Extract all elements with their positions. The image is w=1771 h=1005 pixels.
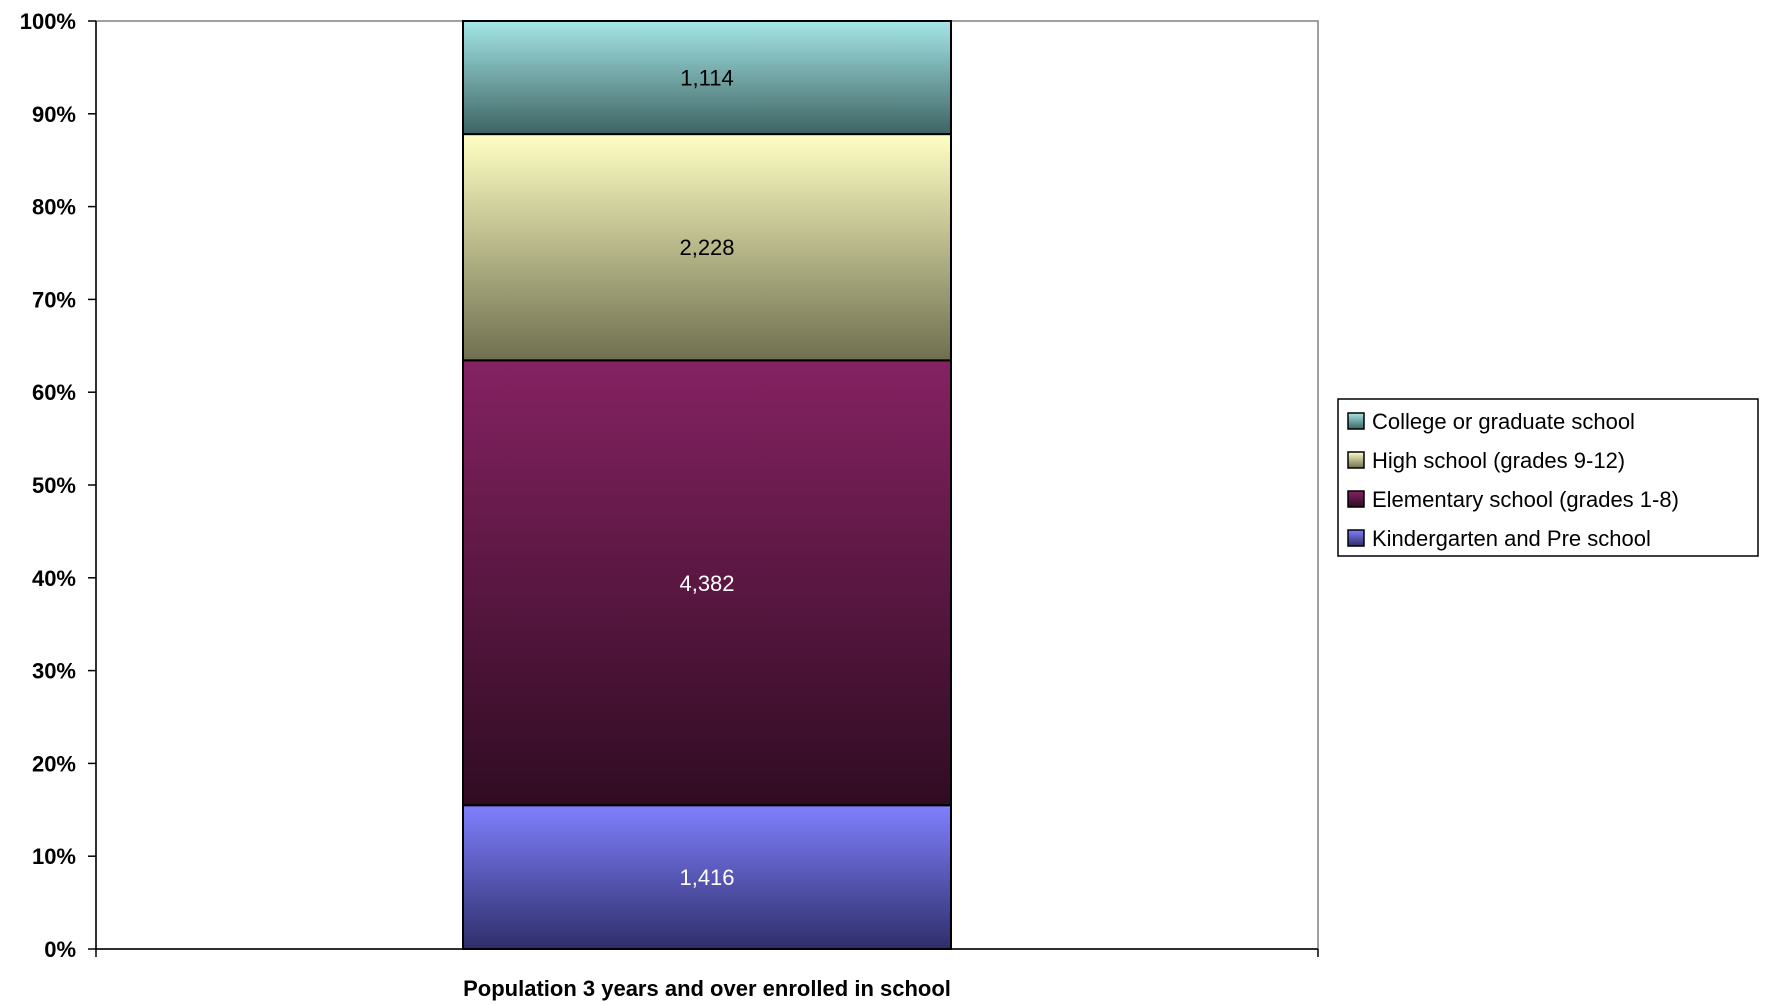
data-label: 4,382	[679, 571, 734, 596]
bar-segments	[462, 20, 952, 950]
bar-data-labels: 1,416 4,382 2,228 1,114	[679, 66, 734, 891]
y-tick-label: 20%	[32, 751, 76, 776]
y-tick-label: 50%	[32, 473, 76, 498]
y-tick-label: 100%	[20, 9, 76, 34]
y-tick-label: 60%	[32, 380, 76, 405]
y-tick-label: 70%	[32, 287, 76, 312]
y-tick-label: 0%	[44, 937, 76, 962]
y-tick-label: 90%	[32, 102, 76, 127]
data-label: 2,228	[679, 235, 734, 260]
legend-label: College or graduate school	[1372, 409, 1635, 434]
legend-label: High school (grades 9-12)	[1372, 448, 1625, 473]
y-tick-label: 30%	[32, 659, 76, 684]
legend-swatch	[1347, 490, 1365, 508]
legend-swatch	[1347, 412, 1365, 430]
category-label: Population 3 years and over enrolled in …	[463, 976, 951, 1001]
legend: College or graduate school High school (g…	[1337, 398, 1759, 557]
bar-segment	[462, 804, 952, 950]
data-label: 1,114	[680, 66, 733, 91]
data-label: 1,416	[679, 865, 734, 890]
legend-swatch	[1347, 529, 1365, 547]
legend-label: Elementary school (grades 1-8)	[1372, 487, 1679, 512]
legend-label: Kindergarten and Pre school	[1372, 526, 1651, 551]
bar-segment	[462, 20, 952, 136]
y-tick-label: 40%	[32, 566, 76, 591]
y-tick-label: 10%	[32, 844, 76, 869]
legend-swatch	[1347, 451, 1365, 469]
x-axis: Population 3 years and over enrolled in …	[95, 948, 1319, 1001]
y-axis: 0% 10% 20% 30% 40% 50% 60% 70% 80% 90% 100%	[20, 9, 97, 962]
y-tick-label: 80%	[32, 195, 76, 220]
legend-box	[1337, 398, 1759, 557]
